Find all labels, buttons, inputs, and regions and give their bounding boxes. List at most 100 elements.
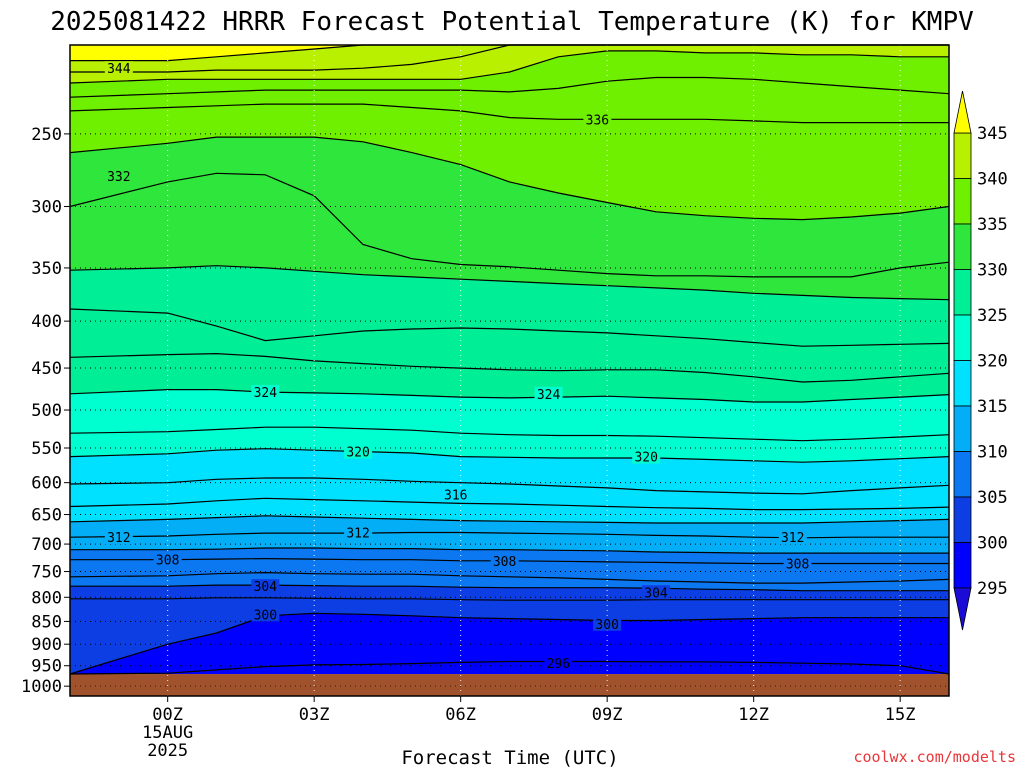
y-tick-label-1000: 1000 <box>21 677 62 697</box>
colorbar-segment-8 <box>953 496 972 543</box>
contour-label-bg <box>783 556 812 571</box>
colorbar-label-300: 300 <box>977 534 1008 554</box>
isentrope-330 <box>69 265 950 301</box>
contour-label-bg <box>251 607 280 622</box>
colorbar-segment-0 <box>953 132 972 179</box>
y-tick-label-550: 550 <box>31 439 62 459</box>
x-axis-label: Forecast Time (UTC) <box>401 747 618 768</box>
x-tick-label-03Z: 03Z <box>299 705 330 725</box>
contour-label-1: 336 <box>586 113 609 128</box>
y-tick-label-700: 700 <box>31 535 62 555</box>
isentrope-326 <box>69 352 950 383</box>
colorbar-extend-top <box>953 90 972 134</box>
y-tick-label-400: 400 <box>31 312 62 332</box>
contour-label-17: 300 <box>595 618 618 633</box>
colorbar-segment-3 <box>953 269 972 316</box>
contour-label-5: 320 <box>346 446 369 461</box>
contour-label-6: 320 <box>634 451 657 466</box>
axes: 250 300 350 400 450 500 550 600 650 700 750 800 850 9… <box>21 44 950 761</box>
isentrope-contours <box>69 44 950 675</box>
isentrope-338 <box>69 76 950 98</box>
isentrope-318 <box>69 477 950 495</box>
contour-label-bg <box>593 616 622 631</box>
colorbar-label-345: 345 <box>977 124 1008 144</box>
y-tick-label-350: 350 <box>31 259 62 279</box>
colorbar-label-330: 330 <box>977 261 1008 281</box>
isentrope-322 <box>69 426 950 442</box>
contour-label-bg <box>344 525 373 540</box>
contour-label-bg <box>153 552 182 567</box>
contour-label-4: 324 <box>537 388 561 403</box>
y-tick-label-850: 850 <box>31 612 62 632</box>
grid-lines <box>70 45 949 696</box>
plot-frame <box>69 44 950 697</box>
credit-link[interactable]: coolwx.com/modelts <box>853 748 1016 766</box>
y-tick-label-650: 650 <box>31 506 62 526</box>
contour-label-14: 304 <box>254 580 278 595</box>
colorbar-segment-1 <box>953 178 972 225</box>
x-tick-label-06Z: 06Z <box>445 705 476 725</box>
chart-title: 2025081422 HRRR Forecast Potential Tempe… <box>50 7 974 37</box>
y-tick-label-750: 750 <box>31 563 62 583</box>
contour-label-18: 296 <box>547 657 570 672</box>
isentrope-334 <box>69 136 950 221</box>
contour-label-8: 312 <box>107 531 130 546</box>
colorbar-label-310: 310 <box>977 443 1008 463</box>
colorbar-segment-6 <box>953 405 972 452</box>
isentrope-298 <box>69 660 950 675</box>
contour-label-15: 304 <box>644 586 668 601</box>
colorbar-segment-4 <box>953 314 972 361</box>
contour-label-bg <box>251 385 280 400</box>
y-tick-label-250: 250 <box>31 125 62 145</box>
colorbar-segment-9 <box>953 542 972 589</box>
y-tick-label-600: 600 <box>31 474 62 494</box>
isentrope-316 <box>69 497 950 511</box>
colorbar-segment-2 <box>953 223 972 270</box>
colorbar-label-295: 295 <box>977 579 1008 599</box>
x-tick-label-15Z: 15Z <box>885 705 916 725</box>
contour-label-bg <box>778 530 807 545</box>
y-tick-label-950: 950 <box>31 657 62 677</box>
contour-label-bg <box>104 530 133 545</box>
colorbar-label-320: 320 <box>977 352 1008 372</box>
x-tick-label-12Z: 12Z <box>738 705 769 725</box>
contour-label-bg <box>251 579 280 594</box>
ground-rect <box>70 674 949 696</box>
ground-layer <box>70 674 949 696</box>
contour-label-11: 308 <box>156 554 179 569</box>
contour-label-7: 316 <box>444 488 467 503</box>
isentrope-314 <box>69 515 950 524</box>
contour-label-bg <box>642 585 670 600</box>
y-tick-label-900: 900 <box>31 635 62 655</box>
contour-label-10: 312 <box>781 531 804 546</box>
x-tick-label-00Z: 00Z <box>152 705 183 725</box>
isentrope-336 <box>69 103 949 124</box>
potential-temperature-fill <box>70 45 949 675</box>
colorbar-label-340: 340 <box>977 170 1008 190</box>
colorbar: 295 300 305 310 315 320 325 330 335 340 345 <box>953 90 1008 631</box>
colorbar-label-305: 305 <box>977 488 1008 508</box>
isentrope-310 <box>70 547 949 554</box>
y-tick-label-800: 800 <box>31 588 62 608</box>
contour-label-bg <box>544 655 573 670</box>
colorbar-label-335: 335 <box>977 215 1008 235</box>
fill-band-299 <box>70 613 949 675</box>
isentrope-312 <box>69 531 949 539</box>
contour-label-bg <box>104 169 133 184</box>
isentrope-302 <box>70 597 949 601</box>
contour-label-0: 344 <box>107 62 131 77</box>
x-date-label-0: 15AUG <box>142 723 193 743</box>
colorbar-label-315: 315 <box>977 397 1008 417</box>
contour-label-bg <box>583 112 612 127</box>
contour-label-3: 324 <box>254 386 278 401</box>
contour-label-bg <box>344 444 373 459</box>
contour-label-bg <box>490 553 519 568</box>
contour-label-bg <box>632 449 661 464</box>
contour-labels: 344 336 332 324 324 320 320 316 312 312 312 308 308 3… <box>104 61 812 672</box>
contour-label-bg <box>534 386 563 401</box>
x-tick-label-09Z: 09Z <box>592 705 623 725</box>
colorbar-segment-5 <box>953 360 972 407</box>
y-tick-label-300: 300 <box>31 198 62 218</box>
contour-label-16: 300 <box>254 608 277 623</box>
